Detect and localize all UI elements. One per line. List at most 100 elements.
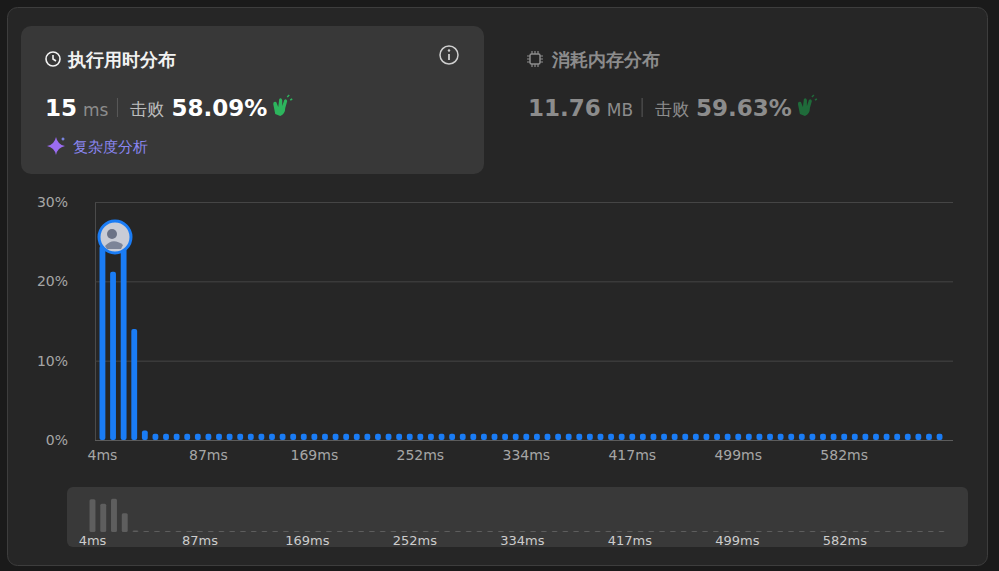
x-tick-label: 4ms <box>88 447 118 463</box>
bar <box>937 434 943 440</box>
navigator-bar <box>616 531 622 532</box>
navigator-bar <box>519 531 525 532</box>
navigator-bar <box>681 531 687 532</box>
x-tick-label: 87ms <box>189 447 228 463</box>
bar <box>121 242 127 440</box>
x-tick: 4ms <box>88 447 118 463</box>
navigator-bar <box>326 531 332 532</box>
navigator-bar <box>745 531 751 532</box>
navigator-bar <box>423 531 429 532</box>
bar <box>407 434 413 440</box>
navigator-bar <box>573 531 579 532</box>
y-tick: 30% <box>37 194 953 210</box>
y-tick: 10% <box>37 353 953 369</box>
bar <box>555 434 561 440</box>
bar <box>481 434 487 440</box>
navigator-bar <box>584 531 590 532</box>
navigator-bar <box>691 531 697 532</box>
bar <box>460 434 466 440</box>
bar <box>682 434 688 440</box>
bar <box>322 434 328 440</box>
navigator-bar <box>820 531 826 532</box>
sparkle-star[interactable] <box>47 137 65 155</box>
navigator-bar <box>810 531 816 532</box>
panel-title: 执行用时分布 <box>67 49 176 70</box>
bar <box>470 434 476 440</box>
bar <box>364 434 370 440</box>
chip-pin <box>527 51 543 67</box>
bar <box>153 434 159 440</box>
navigator-bar <box>509 531 515 532</box>
navigator-bar <box>874 531 880 532</box>
navigator-bar <box>154 531 160 532</box>
x-tick: 499ms <box>714 447 762 463</box>
bar <box>502 434 508 440</box>
bar <box>333 434 339 440</box>
bar <box>237 434 243 440</box>
info-dot[interactable] <box>448 49 450 51</box>
panel-beats: 59.63% <box>696 95 792 121</box>
navigator-bar <box>552 531 558 532</box>
bar <box>258 434 264 440</box>
y-tick-label: 0% <box>46 432 68 448</box>
bar <box>905 434 911 440</box>
navigator-bar <box>133 530 139 532</box>
navigator-bar <box>466 531 472 532</box>
bar <box>915 434 921 440</box>
navigator-bar <box>670 531 676 532</box>
bar <box>831 434 837 440</box>
navigator-bar <box>122 513 128 532</box>
bar <box>704 434 710 440</box>
grid-line <box>95 361 953 362</box>
bar <box>492 434 498 440</box>
panel-unit: MB <box>607 100 633 120</box>
navigator-axis: 4ms87ms169ms252ms334ms417ms499ms582ms <box>79 533 946 549</box>
navigator-bar <box>197 531 203 532</box>
x-tick-label: 334ms <box>502 447 550 463</box>
navigator-bar <box>498 531 504 532</box>
bar <box>576 434 582 440</box>
bar <box>110 272 116 440</box>
navigator-bar <box>885 531 891 532</box>
info-circle[interactable] <box>440 46 458 64</box>
navigator-bar <box>530 531 536 532</box>
bar <box>354 434 360 440</box>
bar <box>862 434 868 440</box>
y-tick: 20% <box>37 273 953 289</box>
navigator-bar <box>605 531 611 532</box>
navigator-tick: 4ms <box>79 533 107 548</box>
bar <box>449 434 455 440</box>
info-icon[interactable] <box>440 46 458 64</box>
container <box>8 8 988 566</box>
page: 执行用时分布15ms击败58.09%复杂度分析消耗内存分布11.76MB击败59… <box>0 0 999 571</box>
navigator-bar <box>853 531 859 532</box>
navigator-tick: 582ms <box>823 533 867 548</box>
y-axis: 0% 10% 20% 30% <box>37 194 953 448</box>
y-tick-label: 10% <box>37 353 68 369</box>
bar <box>142 430 148 440</box>
bar <box>290 434 296 440</box>
bar <box>587 434 593 440</box>
navigator-bar <box>369 531 375 532</box>
panel-value: 15 <box>45 95 77 121</box>
bar <box>216 434 222 440</box>
clap-hand <box>273 98 287 116</box>
bar <box>396 434 402 440</box>
navigator-bar <box>455 531 461 532</box>
bar <box>651 434 657 440</box>
x-tick-label: 252ms <box>397 447 445 463</box>
bar <box>598 434 604 440</box>
bar <box>820 434 826 440</box>
panel-beats-text: 击败 <box>130 99 164 119</box>
avatar-body <box>105 241 123 249</box>
sparkle-small[interactable] <box>61 137 65 141</box>
info-stem[interactable] <box>448 54 450 60</box>
bar <box>735 434 741 440</box>
x-tick: 582ms <box>820 447 868 463</box>
navigator-bar <box>186 531 192 532</box>
sparkle-icon[interactable] <box>47 137 65 155</box>
complexity-link[interactable]: 复杂度分析 <box>73 138 148 156</box>
navigator-bar <box>433 531 439 532</box>
bar <box>439 434 445 440</box>
y-tick: 0% <box>46 432 953 448</box>
